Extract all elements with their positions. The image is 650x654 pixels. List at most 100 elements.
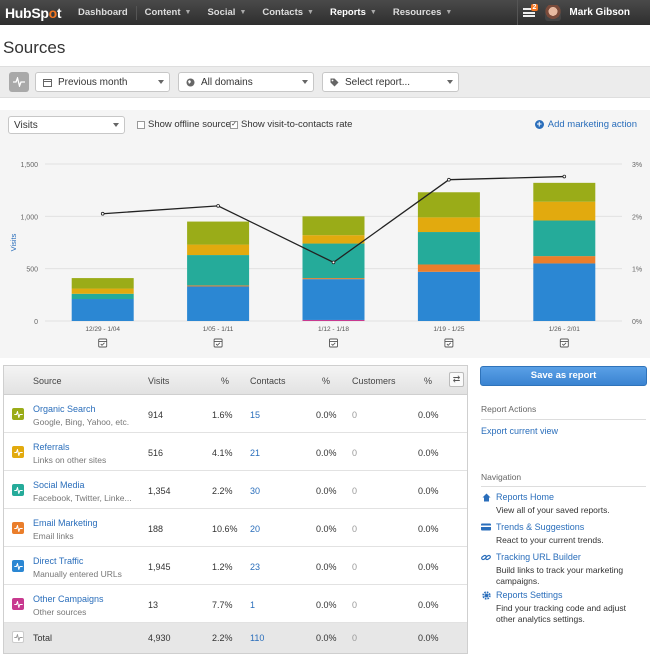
hubspot-logo[interactable]: HubSpot	[5, 4, 62, 21]
column-header-source[interactable]: Source	[33, 376, 62, 386]
notifications-menu-icon[interactable]: 2	[517, 0, 539, 25]
contacts-link[interactable]: 30	[250, 486, 261, 496]
y-tick-label: 500	[26, 267, 38, 274]
visits-value: 13	[148, 600, 159, 610]
nav-social[interactable]: Social ▼	[207, 7, 247, 18]
contacts-link[interactable]: 1	[250, 600, 256, 610]
column-header-customer-pct[interactable]: %	[424, 376, 433, 386]
chevron-down-icon	[158, 80, 164, 84]
x-tick-label: 1/12 - 1/18	[318, 326, 349, 333]
customer-pct-value: 0.0%	[418, 524, 439, 534]
nav-tracking-url-builder[interactable]: Tracking URL Builder Build links to trac…	[481, 552, 646, 587]
nav-reports[interactable]: Reports ▼	[329, 7, 377, 18]
calendar-marker-icon	[329, 338, 338, 348]
bar-segment	[417, 271, 480, 321]
x-tick-label: 1/19 - 1/25	[433, 326, 464, 333]
nav-trends-suggestions[interactable]: Trends & Suggestions React to your curre…	[481, 522, 646, 546]
x-tick-label: 12/29 - 1/04	[85, 326, 120, 333]
chevron-down-icon: ▼	[369, 9, 377, 16]
domains-select[interactable]: All domains	[178, 72, 314, 92]
nav-resources[interactable]: Resources ▼	[392, 7, 453, 18]
source-name-link[interactable]: Organic Search	[33, 404, 96, 414]
chart-toggle-button[interactable]	[9, 72, 29, 92]
bar-segment	[71, 278, 134, 289]
nav-description: View all of your saved reports.	[496, 505, 610, 515]
calendar-marker-body	[329, 338, 338, 348]
user-name[interactable]: Mark Gibson	[569, 7, 630, 18]
nav-reports-home[interactable]: Reports Home View all of your saved repo…	[481, 492, 646, 516]
customers-value: 0	[352, 600, 358, 610]
table-header: Source Visits % Contacts % Customers % ⇄	[4, 366, 467, 395]
total-visits: 4,930	[148, 633, 171, 643]
divider	[481, 486, 646, 487]
add-marketing-action-link[interactable]: + Add marketing action	[534, 119, 637, 130]
source-name-link[interactable]: Referrals	[33, 442, 70, 452]
bar-segment	[187, 285, 250, 287]
source-description: Google, Bing, Yahoo, etc.	[33, 417, 130, 427]
contacts-link[interactable]: 23	[250, 562, 261, 572]
source-name-link[interactable]: Direct Traffic	[33, 556, 84, 566]
source-description: Links on other sites	[33, 455, 107, 465]
source-name-link[interactable]: Social Media	[33, 480, 85, 490]
bar-segment	[533, 220, 596, 257]
navigation-heading: Navigation	[481, 472, 522, 482]
export-current-view-link[interactable]: Export current view	[481, 426, 559, 436]
total-visit-pct: 2.2%	[212, 633, 233, 643]
top-navigation-bar: HubSpot Dashboard Content ▼ Social ▼ Conta…	[0, 0, 650, 25]
nav-reports-settings[interactable]: Reports Settings Find your tracking code…	[481, 590, 646, 625]
column-header-visits[interactable]: Visits	[148, 376, 170, 386]
customers-value: 0	[352, 410, 358, 420]
plus-circle-icon: +	[534, 119, 544, 129]
filter-bar: Previous month All domains Select report…	[0, 66, 650, 98]
calendar-marker-body	[98, 338, 108, 348]
date-range-select[interactable]: Previous month	[35, 72, 170, 92]
nav-dashboard[interactable]: Dashboard	[78, 7, 128, 18]
tag-icon	[329, 77, 339, 87]
contacts-link[interactable]: 20	[250, 524, 261, 534]
y2-tick-label: 0%	[632, 319, 642, 326]
source-name-link[interactable]: Other Campaigns	[33, 594, 104, 604]
calendar-icon	[42, 77, 52, 87]
calendar-marker-check	[446, 342, 452, 346]
contacts-link[interactable]: 21	[250, 448, 261, 458]
nav-contacts[interactable]: Contacts ▼	[262, 7, 314, 18]
column-header-customers[interactable]: Customers	[352, 376, 396, 386]
table-row: Email Marketing Email links 188 10.6% 20 0.0%…	[4, 509, 467, 547]
y-tick-label: 1,000	[20, 214, 38, 221]
swap-columns-icon[interactable]: ⇄	[449, 372, 464, 387]
customers-value: 0	[352, 524, 358, 534]
source-description: Email links	[33, 531, 74, 541]
nav-description: Find your tracking code and adjust other…	[496, 603, 626, 624]
contacts-link[interactable]: 15	[250, 410, 261, 420]
total-contact-pct: 0.0%	[316, 633, 337, 643]
chevron-down-icon	[302, 80, 308, 84]
calendar-marker-icon	[98, 338, 108, 348]
bar-segment	[302, 235, 365, 244]
visits-value: 1,945	[148, 562, 171, 572]
domains-value: All domains	[201, 76, 253, 88]
report-select[interactable]: Select report...	[322, 72, 459, 92]
column-header-contact-pct[interactable]: %	[322, 376, 331, 386]
y-axis-label: Visits	[9, 233, 18, 251]
rate-point	[562, 174, 567, 179]
rate-point	[447, 177, 451, 182]
total-pulse-icon	[12, 631, 24, 643]
metric-select[interactable]: Visits	[8, 116, 125, 134]
calendar-marker-icon	[559, 338, 569, 348]
nav-description: React to your current trends.	[496, 535, 604, 545]
total-contacts[interactable]: 110	[250, 633, 265, 643]
column-header-contacts[interactable]: Contacts	[250, 376, 286, 386]
show-offline-sources-checkbox[interactable]: Show offline sources	[137, 119, 236, 130]
visit-pct-value: 4.1%	[212, 448, 233, 458]
save-as-report-button[interactable]: Save as report	[480, 366, 647, 386]
show-visit-to-contacts-checkbox[interactable]: ✓ Show visit-to-contacts rate	[230, 119, 352, 130]
avatar[interactable]	[545, 4, 562, 21]
nav-content[interactable]: Content ▼	[144, 7, 192, 18]
globe-icon	[185, 77, 195, 87]
bar-segment	[302, 279, 365, 320]
source-name-link[interactable]: Email Marketing	[33, 518, 98, 528]
bar-segment	[417, 192, 480, 218]
checkbox-unchecked-icon	[137, 120, 145, 129]
column-header-visit-pct[interactable]: %	[221, 376, 230, 386]
bar-segment	[417, 264, 480, 272]
